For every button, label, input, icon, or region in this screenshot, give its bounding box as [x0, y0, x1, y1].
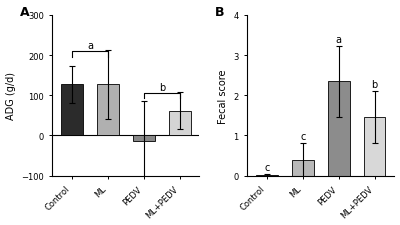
Bar — [256, 175, 278, 176]
Bar — [61, 85, 83, 136]
Bar — [169, 111, 190, 136]
Bar — [292, 161, 314, 176]
Text: c: c — [300, 132, 306, 142]
Y-axis label: Fecal score: Fecal score — [218, 69, 228, 123]
Bar — [97, 85, 119, 136]
Text: A: A — [20, 6, 30, 19]
Text: a: a — [336, 35, 342, 45]
Text: B: B — [215, 6, 224, 19]
Text: b: b — [372, 80, 378, 90]
Y-axis label: ADG (g/d): ADG (g/d) — [6, 72, 16, 120]
Text: a: a — [87, 40, 93, 50]
Bar — [133, 136, 154, 142]
Bar — [364, 118, 386, 176]
Bar — [328, 82, 350, 176]
Text: c: c — [264, 163, 270, 173]
Text: b: b — [159, 82, 165, 92]
